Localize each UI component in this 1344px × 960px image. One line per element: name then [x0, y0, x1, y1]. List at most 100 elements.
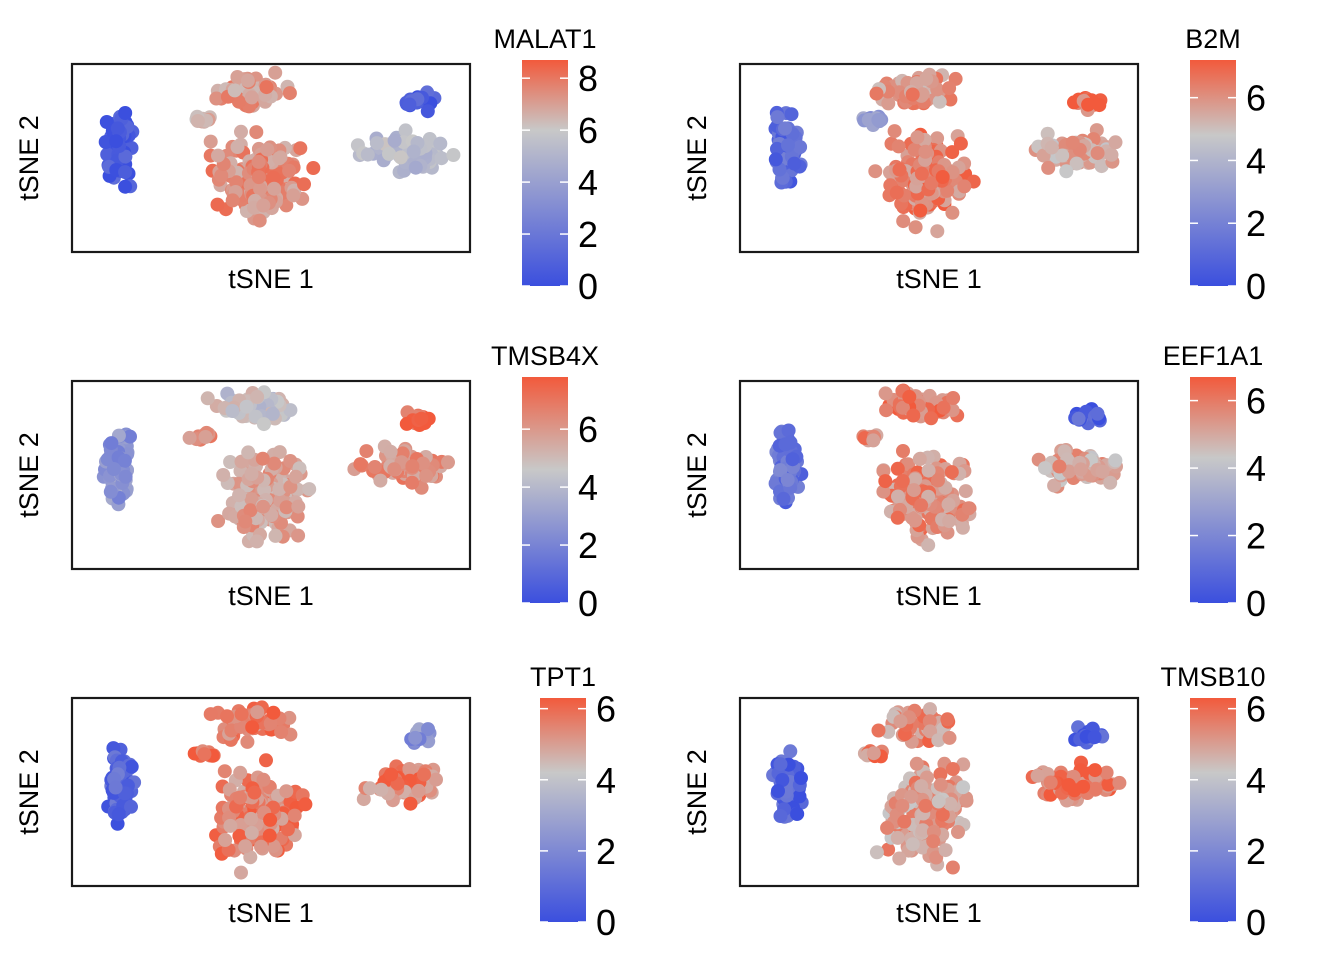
data-point	[279, 784, 294, 799]
data-point	[225, 193, 240, 208]
data-point	[1047, 478, 1062, 493]
colorbar-tick-label: 4	[1246, 140, 1266, 181]
data-point	[267, 456, 282, 471]
data-point	[241, 445, 256, 460]
data-point	[233, 765, 248, 780]
data-point	[243, 850, 258, 865]
data-point	[211, 148, 225, 163]
data-point	[234, 865, 248, 880]
data-point	[936, 400, 951, 415]
data-point	[234, 124, 248, 139]
data-point	[240, 734, 255, 749]
data-point	[943, 796, 958, 811]
data-point	[908, 220, 923, 235]
data-point	[1073, 462, 1088, 477]
colorbar-gradient	[522, 377, 568, 603]
colorbar-tick-label: 4	[596, 760, 616, 801]
data-point	[923, 702, 937, 717]
data-point	[945, 205, 960, 220]
data-point	[1038, 461, 1052, 476]
data-point	[220, 709, 234, 724]
data-point	[417, 767, 431, 782]
colorbar-tick-label: 2	[1246, 516, 1266, 557]
data-point	[103, 484, 118, 499]
data-point	[252, 213, 267, 228]
data-point	[951, 825, 965, 839]
data-point	[866, 433, 881, 448]
panel-frame	[70, 379, 472, 571]
y-axis-title: tSNE 2	[14, 115, 44, 201]
data-point	[768, 152, 783, 167]
data-point	[787, 156, 802, 171]
data-point	[251, 154, 266, 169]
y-axis-title: tSNE 2	[682, 432, 712, 518]
data-point	[118, 149, 133, 164]
data-point	[384, 767, 399, 782]
data-point	[891, 489, 905, 504]
data-point	[433, 136, 448, 151]
data-point	[232, 488, 247, 503]
data-point	[1104, 147, 1119, 162]
data-point	[945, 145, 960, 160]
y-axis-title: tSNE 2	[14, 749, 44, 835]
data-point	[1090, 146, 1105, 161]
data-point	[912, 452, 927, 467]
data-point	[896, 214, 911, 229]
data-point	[773, 463, 788, 478]
data-point	[232, 828, 247, 843]
data-point	[256, 417, 271, 432]
colorbar-tick-label: 0	[578, 583, 598, 624]
colorbar-tick-label: 2	[1246, 831, 1266, 872]
data-point	[291, 499, 306, 514]
x-axis-title: tSNE 1	[228, 581, 314, 611]
data-point	[785, 452, 800, 467]
data-point	[383, 444, 398, 459]
tsne-panel-malat1: tSNE 1 tSNE 2 MALAT1 0 2 4 6 8	[14, 24, 598, 307]
data-point	[792, 789, 807, 804]
data-point	[356, 792, 371, 807]
data-point	[773, 757, 788, 772]
data-point	[446, 148, 461, 162]
data-point	[408, 730, 423, 745]
data-point	[240, 73, 255, 88]
data-point	[935, 170, 950, 184]
data-point	[111, 807, 126, 822]
panel-frame	[738, 696, 1140, 888]
data-point	[946, 391, 961, 405]
data-point	[362, 781, 377, 796]
data-point	[879, 403, 894, 418]
panel-frame	[70, 696, 472, 888]
colorbar-gradient	[1190, 698, 1236, 922]
data-point	[921, 538, 936, 553]
data-point	[359, 444, 374, 459]
data-point	[406, 144, 421, 159]
data-point	[931, 733, 946, 748]
data-point	[251, 170, 266, 185]
data-point	[198, 430, 213, 444]
data-point	[908, 513, 923, 528]
data-point	[1108, 453, 1123, 468]
data-point	[387, 462, 402, 477]
data-point	[895, 400, 910, 415]
data-point	[893, 714, 908, 729]
x-axis-title: tSNE 1	[896, 264, 982, 294]
data-point	[245, 720, 260, 735]
scatter-points	[766, 702, 1127, 875]
tsne-panel-tmsb10: tSNE 1 tSNE 2 TMSB10 0 2 4 6	[682, 662, 1266, 943]
data-point	[256, 499, 271, 514]
data-point	[918, 144, 933, 159]
colorbar-title: TMSB4X	[491, 341, 599, 371]
data-point	[247, 785, 262, 800]
data-point	[919, 72, 934, 86]
data-point	[904, 789, 919, 804]
data-point	[1099, 765, 1114, 780]
colorbar-tick-label: 6	[1246, 381, 1266, 422]
data-point	[905, 87, 920, 102]
data-point	[941, 497, 956, 512]
colorbar-tick-label: 4	[1246, 760, 1266, 801]
data-point	[915, 87, 930, 102]
scatter-points	[768, 67, 1123, 239]
data-point	[889, 185, 904, 200]
data-point	[931, 794, 946, 809]
